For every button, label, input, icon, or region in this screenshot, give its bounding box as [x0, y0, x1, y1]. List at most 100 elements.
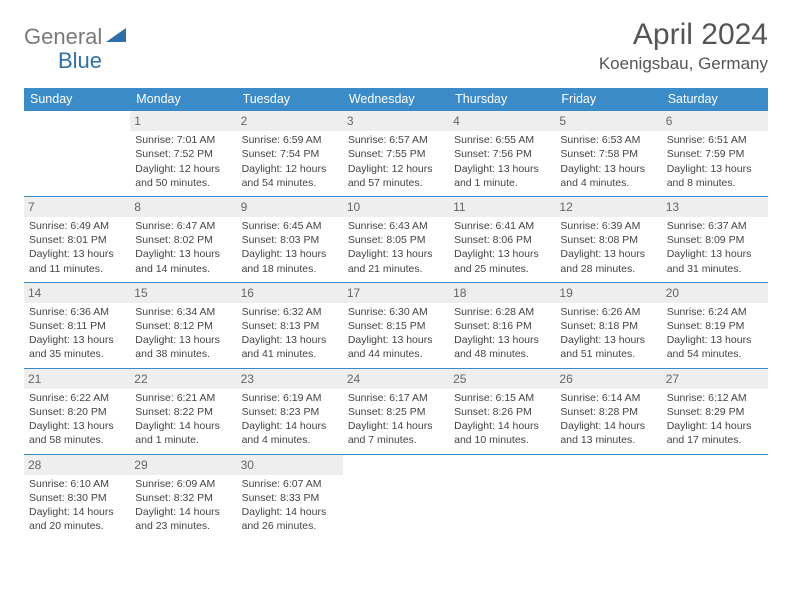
- sunset-text: Sunset: 8:02 PM: [135, 233, 231, 247]
- daylight-line2: and 11 minutes.: [29, 262, 125, 276]
- daylight-line2: and 1 minute.: [135, 433, 231, 447]
- brand-logo: General: [24, 24, 128, 50]
- daylight-line1: Daylight: 13 hours: [135, 247, 231, 261]
- daylight-line1: Daylight: 12 hours: [135, 162, 231, 176]
- day-details: Sunrise: 6:37 AMSunset: 8:09 PMDaylight:…: [666, 219, 764, 276]
- daylight-line1: Daylight: 13 hours: [560, 162, 656, 176]
- daylight-line2: and 31 minutes.: [667, 262, 763, 276]
- sunrise-text: Sunrise: 6:24 AM: [667, 305, 763, 319]
- sunrise-text: Sunrise: 6:55 AM: [454, 133, 550, 147]
- day-details: Sunrise: 6:28 AMSunset: 8:16 PMDaylight:…: [453, 305, 551, 362]
- day-number: [449, 455, 555, 475]
- day-details: Sunrise: 6:43 AMSunset: 8:05 PMDaylight:…: [347, 219, 445, 276]
- sunrise-text: Sunrise: 6:51 AM: [667, 133, 763, 147]
- daylight-line2: and 48 minutes.: [454, 347, 550, 361]
- daylight-line1: Daylight: 13 hours: [560, 333, 656, 347]
- day-details: Sunrise: 6:59 AMSunset: 7:54 PMDaylight:…: [241, 133, 339, 190]
- title-block: April 2024 Koenigsbau, Germany: [599, 18, 768, 74]
- day-number: 21: [24, 369, 130, 389]
- calendar-cell: 17Sunrise: 6:30 AMSunset: 8:15 PMDayligh…: [343, 282, 449, 368]
- daylight-line2: and 54 minutes.: [242, 176, 338, 190]
- day-header: Sunday: [24, 88, 130, 111]
- sunrise-text: Sunrise: 6:43 AM: [348, 219, 444, 233]
- sunrise-text: Sunrise: 7:01 AM: [135, 133, 231, 147]
- sunset-text: Sunset: 7:58 PM: [560, 147, 656, 161]
- sunset-text: Sunset: 8:15 PM: [348, 319, 444, 333]
- daylight-line2: and 28 minutes.: [560, 262, 656, 276]
- calendar-cell: 9Sunrise: 6:45 AMSunset: 8:03 PMDaylight…: [237, 196, 343, 282]
- day-number: 12: [555, 197, 661, 217]
- daylight-line1: Daylight: 13 hours: [242, 333, 338, 347]
- day-number: 24: [343, 369, 449, 389]
- sunset-text: Sunset: 8:33 PM: [242, 491, 338, 505]
- day-details: Sunrise: 6:30 AMSunset: 8:15 PMDaylight:…: [347, 305, 445, 362]
- daylight-line2: and 57 minutes.: [348, 176, 444, 190]
- day-number: 20: [662, 283, 768, 303]
- daylight-line1: Daylight: 13 hours: [29, 333, 125, 347]
- calendar-cell: 4Sunrise: 6:55 AMSunset: 7:56 PMDaylight…: [449, 111, 555, 197]
- daylight-line1: Daylight: 14 hours: [454, 419, 550, 433]
- day-details: Sunrise: 6:14 AMSunset: 8:28 PMDaylight:…: [559, 391, 657, 448]
- sunrise-text: Sunrise: 6:39 AM: [560, 219, 656, 233]
- calendar-cell: 10Sunrise: 6:43 AMSunset: 8:05 PMDayligh…: [343, 196, 449, 282]
- daylight-line2: and 58 minutes.: [29, 433, 125, 447]
- sunset-text: Sunset: 8:30 PM: [29, 491, 125, 505]
- sunrise-text: Sunrise: 6:49 AM: [29, 219, 125, 233]
- calendar-cell: 25Sunrise: 6:15 AMSunset: 8:26 PMDayligh…: [449, 368, 555, 454]
- daylight-line1: Daylight: 14 hours: [29, 505, 125, 519]
- sunrise-text: Sunrise: 6:53 AM: [560, 133, 656, 147]
- daylight-line2: and 17 minutes.: [667, 433, 763, 447]
- day-details: Sunrise: 6:17 AMSunset: 8:25 PMDaylight:…: [347, 391, 445, 448]
- daylight-line2: and 21 minutes.: [348, 262, 444, 276]
- daylight-line2: and 20 minutes.: [29, 519, 125, 533]
- month-title: April 2024: [599, 18, 768, 52]
- day-number: 6: [662, 111, 768, 131]
- daylight-line2: and 50 minutes.: [135, 176, 231, 190]
- sunrise-text: Sunrise: 6:30 AM: [348, 305, 444, 319]
- sunset-text: Sunset: 7:52 PM: [135, 147, 231, 161]
- sunrise-text: Sunrise: 6:19 AM: [242, 391, 338, 405]
- calendar-cell: [24, 111, 130, 197]
- calendar-cell: 23Sunrise: 6:19 AMSunset: 8:23 PMDayligh…: [237, 368, 343, 454]
- calendar-cell: 15Sunrise: 6:34 AMSunset: 8:12 PMDayligh…: [130, 282, 236, 368]
- sunset-text: Sunset: 8:01 PM: [29, 233, 125, 247]
- day-details: Sunrise: 6:36 AMSunset: 8:11 PMDaylight:…: [28, 305, 126, 362]
- sunrise-text: Sunrise: 6:28 AM: [454, 305, 550, 319]
- sunset-text: Sunset: 7:55 PM: [348, 147, 444, 161]
- calendar-cell: 22Sunrise: 6:21 AMSunset: 8:22 PMDayligh…: [130, 368, 236, 454]
- daylight-line1: Daylight: 13 hours: [348, 333, 444, 347]
- sunrise-text: Sunrise: 6:41 AM: [454, 219, 550, 233]
- day-number: 10: [343, 197, 449, 217]
- daylight-line1: Daylight: 14 hours: [348, 419, 444, 433]
- day-details: Sunrise: 6:15 AMSunset: 8:26 PMDaylight:…: [453, 391, 551, 448]
- daylight-line2: and 26 minutes.: [242, 519, 338, 533]
- sunrise-text: Sunrise: 6:21 AM: [135, 391, 231, 405]
- sunset-text: Sunset: 8:09 PM: [667, 233, 763, 247]
- day-header-row: Sunday Monday Tuesday Wednesday Thursday…: [24, 88, 768, 111]
- daylight-line1: Daylight: 13 hours: [242, 247, 338, 261]
- calendar-cell: 28Sunrise: 6:10 AMSunset: 8:30 PMDayligh…: [24, 454, 130, 539]
- daylight-line2: and 8 minutes.: [667, 176, 763, 190]
- day-details: Sunrise: 6:10 AMSunset: 8:30 PMDaylight:…: [28, 477, 126, 534]
- day-number: 8: [130, 197, 236, 217]
- daylight-line2: and 18 minutes.: [242, 262, 338, 276]
- calendar-cell: [343, 454, 449, 539]
- sunset-text: Sunset: 7:59 PM: [667, 147, 763, 161]
- daylight-line2: and 4 minutes.: [560, 176, 656, 190]
- calendar-row: 28Sunrise: 6:10 AMSunset: 8:30 PMDayligh…: [24, 454, 768, 539]
- day-number: 18: [449, 283, 555, 303]
- day-details: Sunrise: 6:49 AMSunset: 8:01 PMDaylight:…: [28, 219, 126, 276]
- day-number: 19: [555, 283, 661, 303]
- sunrise-text: Sunrise: 6:12 AM: [667, 391, 763, 405]
- daylight-line2: and 44 minutes.: [348, 347, 444, 361]
- sunrise-text: Sunrise: 6:37 AM: [667, 219, 763, 233]
- day-details: Sunrise: 6:12 AMSunset: 8:29 PMDaylight:…: [666, 391, 764, 448]
- day-number: 11: [449, 197, 555, 217]
- sunrise-text: Sunrise: 6:59 AM: [242, 133, 338, 147]
- day-details: Sunrise: 6:22 AMSunset: 8:20 PMDaylight:…: [28, 391, 126, 448]
- calendar-cell: 14Sunrise: 6:36 AMSunset: 8:11 PMDayligh…: [24, 282, 130, 368]
- calendar-cell: 3Sunrise: 6:57 AMSunset: 7:55 PMDaylight…: [343, 111, 449, 197]
- calendar-cell: 7Sunrise: 6:49 AMSunset: 8:01 PMDaylight…: [24, 196, 130, 282]
- sunset-text: Sunset: 8:22 PM: [135, 405, 231, 419]
- sunrise-text: Sunrise: 6:34 AM: [135, 305, 231, 319]
